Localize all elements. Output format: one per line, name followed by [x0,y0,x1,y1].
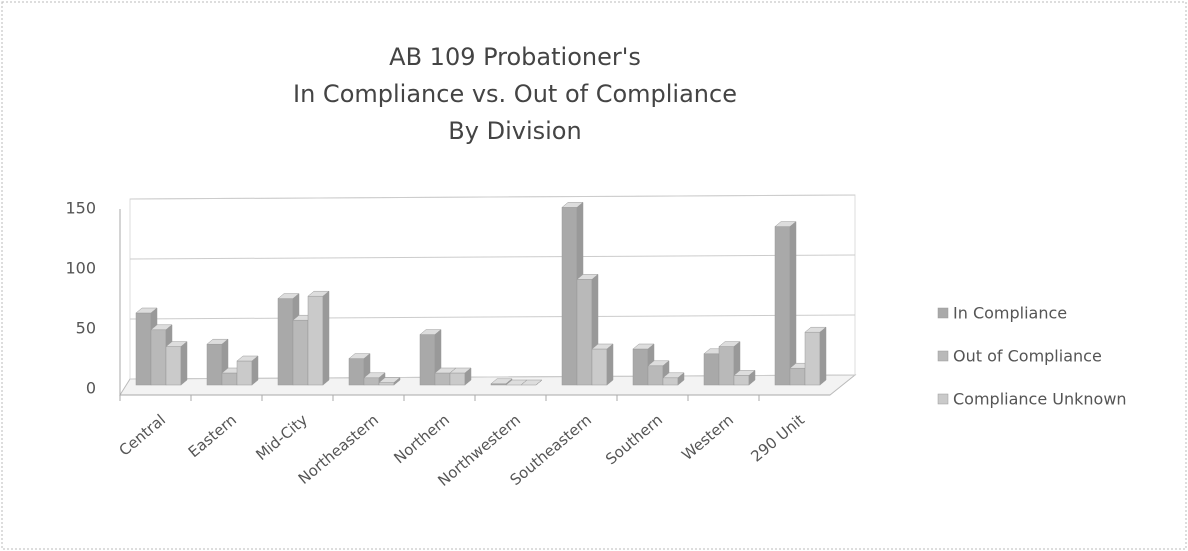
bar [591,343,614,386]
y-tick-label: 0 [86,379,96,398]
legend-label: In Compliance [953,304,1067,323]
bar [520,379,543,386]
x-tick-label: Mid-City [252,411,311,464]
bar-front [307,295,324,386]
y-tick-label: 100 [65,259,96,278]
bar [449,367,472,386]
bar-front [150,329,167,386]
x-tick-label: 290 Unit [747,411,808,466]
y-tick-label: 50 [76,319,96,338]
bar-front [236,360,253,386]
bar-front [378,382,395,386]
grid-line [129,254,856,260]
x-tick-label: Central [116,411,169,460]
bar-front [774,226,791,386]
bar-side [819,326,827,386]
grid-line [129,194,856,200]
bar [363,372,386,386]
bar-front [348,358,365,386]
bar-front [206,343,223,386]
bar-front [804,331,821,386]
back-wall [129,194,856,380]
bar-front [449,372,466,386]
bar-front [292,319,309,386]
bar-front [221,372,238,386]
bar [236,355,259,386]
bar-side [789,221,797,386]
bar-front [434,372,451,386]
bar-side [535,379,543,386]
bar-side [322,290,330,386]
legend-label: Compliance Unknown [953,390,1127,409]
bar-front [277,298,294,386]
bar [307,290,330,386]
bar-side [393,377,401,386]
bar-side [677,372,685,386]
bar-front [789,367,806,386]
bar-front [718,346,735,386]
bar [733,369,756,386]
chart-title: AB 109 Probationer's [389,43,641,71]
x-tick-label: Southern [602,411,666,469]
bar-front [561,207,578,386]
chart-title: By Division [448,117,581,145]
chart-title: In Compliance vs. Out of Compliance [293,80,737,108]
bar-side [464,367,472,386]
bar-front [363,377,380,386]
x-tick-label: Northern [390,411,453,468]
bar-front [165,346,182,386]
bar-side [180,341,188,386]
grid-line [129,314,856,320]
bar-front [419,334,436,386]
bar [662,372,685,386]
bar-front [632,348,649,386]
legend-label: Out of Compliance [953,347,1102,366]
bar [419,329,442,386]
bar [165,341,188,386]
bar-front [135,312,152,386]
bar-front [662,377,679,386]
bar-side [251,355,259,386]
bar-front [647,365,664,386]
x-tick-label: Eastern [185,411,240,461]
bar-front [591,348,608,386]
bar [804,326,827,386]
bar-front [576,279,593,386]
y-tick-label: 150 [65,199,96,218]
bar-front [703,353,720,386]
bar-side [748,369,756,386]
bar [774,221,797,386]
legend-swatch [937,393,949,405]
legend-swatch [937,307,949,319]
bar [378,377,401,386]
x-tick-label: Western [678,411,737,464]
legend-swatch [937,350,949,362]
bar-side [606,343,614,386]
bar-front [733,375,750,386]
